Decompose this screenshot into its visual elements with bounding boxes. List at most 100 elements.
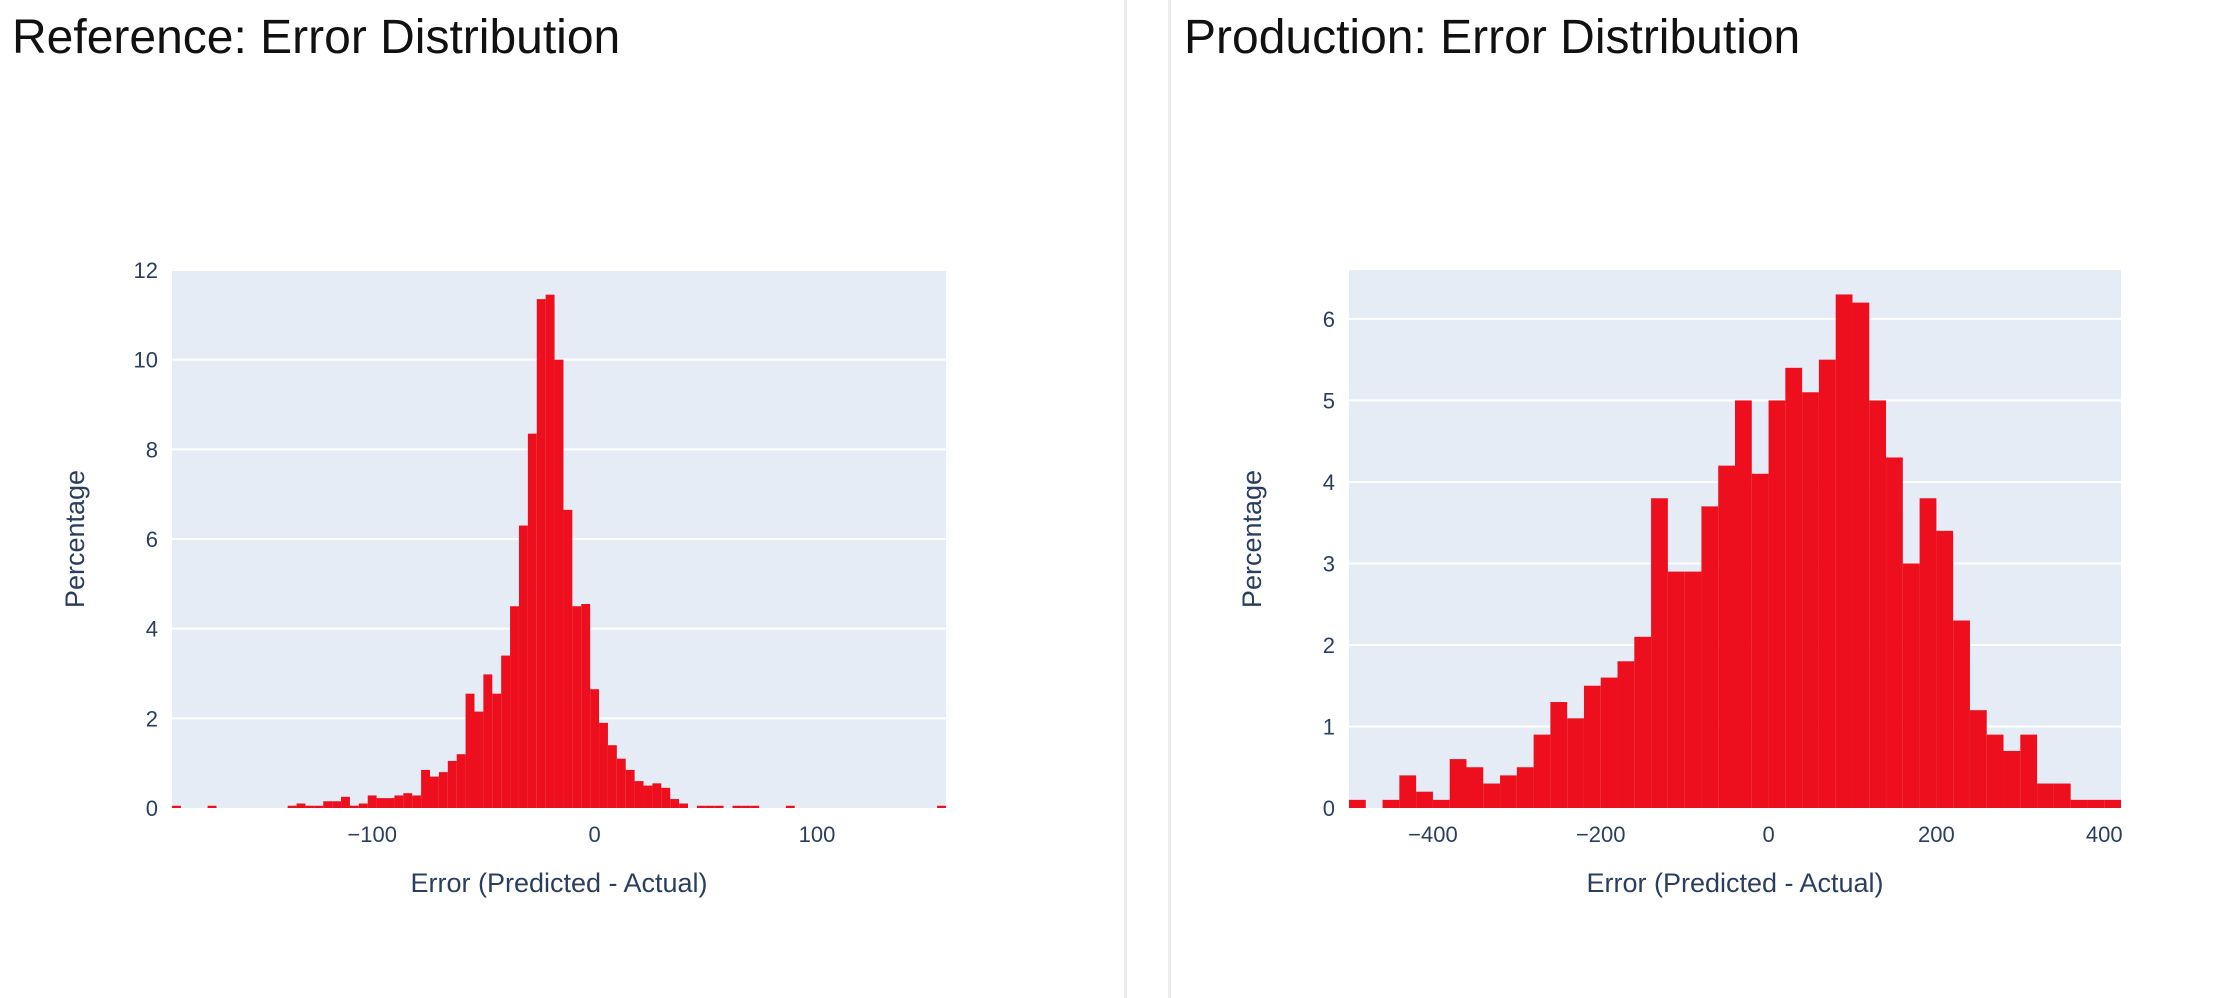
histogram-bar: [501, 655, 511, 808]
histogram-bar: [1785, 367, 1803, 808]
histogram-bar: [607, 745, 617, 808]
histogram-bar: [1550, 702, 1568, 808]
histogram-bar: [314, 805, 324, 808]
histogram-bar: [403, 793, 413, 808]
histogram-bar: [705, 805, 715, 808]
x-tick-label: 100: [799, 822, 836, 847]
y-axis-title: Percentage: [60, 470, 90, 608]
histogram-bar: [447, 760, 457, 808]
reference-chart-title: Reference: Error Distribution: [12, 11, 621, 64]
reference-panel: Reference: Error Distribution 0 2 4 6 8 10 12 −…: [12, 11, 946, 898]
histogram-bar: [465, 693, 475, 808]
histogram-bar: [2070, 799, 2088, 808]
histogram-bar: [358, 803, 368, 808]
y-tick-label: 6: [1323, 307, 1335, 332]
histogram-bar: [1349, 799, 1366, 808]
histogram-bar: [2087, 799, 2105, 808]
histogram-bar: [483, 674, 493, 808]
histogram-bar: [1802, 392, 1819, 808]
histogram-bar: [394, 795, 404, 808]
histogram-bar: [207, 805, 217, 808]
reference-error-histogram: 0 2 4 6 8 10 12 −100 0 100 Error (Predicted - Actu…: [60, 258, 946, 898]
histogram-bar: [341, 796, 350, 808]
histogram-bar: [785, 805, 795, 808]
histogram-bar: [1835, 294, 1853, 808]
histogram-bar: [456, 754, 466, 808]
histogram-bar: [438, 772, 448, 808]
histogram-bar: [421, 769, 430, 808]
histogram-bar: [599, 722, 608, 808]
x-tick-label: 200: [1918, 822, 1955, 847]
histogram-bar: [1902, 563, 1920, 808]
histogram-bar: [1768, 400, 1786, 808]
histogram-bar: [430, 776, 439, 808]
histogram-bar: [1533, 734, 1551, 808]
histogram-bar: [1818, 359, 1836, 808]
histogram-bar: [2037, 783, 2054, 808]
histogram-bar: [1583, 685, 1601, 808]
histogram-bar: [1600, 677, 1618, 808]
x-axis-title: Error (Predicted - Actual): [410, 868, 707, 898]
histogram-bar: [1852, 302, 1870, 808]
histogram-bar: [1667, 571, 1685, 808]
histogram-bar: [1416, 791, 1433, 808]
production-panel: Production: Error Distribution 0 1 2 3 4 5 6 −4…: [1172, 0, 2238, 998]
histogram-bar: [536, 299, 546, 808]
histogram-bar: [625, 769, 635, 808]
x-tick-label: 0: [588, 822, 600, 847]
production-error-histogram: 0 1 2 3 4 5 6 −400 −200 0 200 400 Error (Predicted -…: [1237, 270, 2123, 898]
y-tick-label: 12: [134, 258, 158, 283]
y-tick-label: 10: [134, 348, 158, 373]
histogram-bar: [643, 785, 653, 808]
histogram-bar: [385, 798, 395, 808]
y-tick-label: 3: [1323, 551, 1335, 576]
histogram-bar: [1651, 498, 1668, 808]
histogram-bar: [661, 787, 671, 808]
y-tick-label: 5: [1323, 388, 1335, 413]
panel-divider: [1124, 0, 1127, 998]
histogram-bar: [696, 805, 706, 808]
histogram-bar: [679, 803, 688, 808]
histogram-bar: [527, 433, 537, 808]
histogram-bar: [1735, 400, 1752, 808]
histogram-bar: [1399, 775, 1417, 808]
y-axis-title: Percentage: [1237, 470, 1267, 608]
y-tick-label: 4: [146, 617, 158, 642]
histogram-bar: [554, 359, 564, 808]
histogram-bar: [572, 606, 582, 808]
histogram-bar: [616, 758, 626, 808]
histogram-bar: [172, 805, 181, 808]
y-tick-label: 6: [146, 527, 158, 552]
histogram-bar: [1953, 620, 1970, 808]
x-tick-label: −100: [347, 822, 397, 847]
histogram-bar: [1886, 457, 1903, 808]
histogram-bar: [296, 803, 306, 808]
histogram-bar: [2003, 750, 2021, 808]
histogram-bar: [1483, 783, 1501, 808]
histogram-bar: [732, 805, 742, 808]
histogram-bar: [581, 604, 591, 808]
x-tick-label: −200: [1576, 822, 1626, 847]
y-tick-label: 4: [1323, 470, 1335, 495]
histogram-bar: [1986, 734, 2004, 808]
y-tick-label: 2: [146, 706, 158, 731]
histogram-bar: [1936, 530, 1954, 808]
histogram-bar: [510, 606, 519, 808]
x-tick-label: 400: [2086, 822, 2123, 847]
histogram-bar: [1466, 767, 1484, 808]
histogram-bar: [518, 525, 528, 808]
histogram-bar: [1869, 400, 1887, 808]
histogram-bar: [634, 781, 644, 808]
histogram-bar: [1969, 710, 1987, 808]
histogram-bar: [1516, 767, 1534, 808]
y-tick-label: 0: [146, 796, 158, 821]
histogram-bar: [1718, 465, 1735, 808]
histogram-bar: [376, 798, 386, 808]
histogram-bar: [563, 509, 573, 808]
histogram-bar: [590, 689, 600, 808]
histogram-bar: [2053, 783, 2071, 808]
histogram-bar: [1382, 799, 1400, 808]
histogram-bar: [287, 805, 297, 808]
histogram-bar: [714, 805, 724, 808]
histogram-bar: [323, 801, 333, 808]
